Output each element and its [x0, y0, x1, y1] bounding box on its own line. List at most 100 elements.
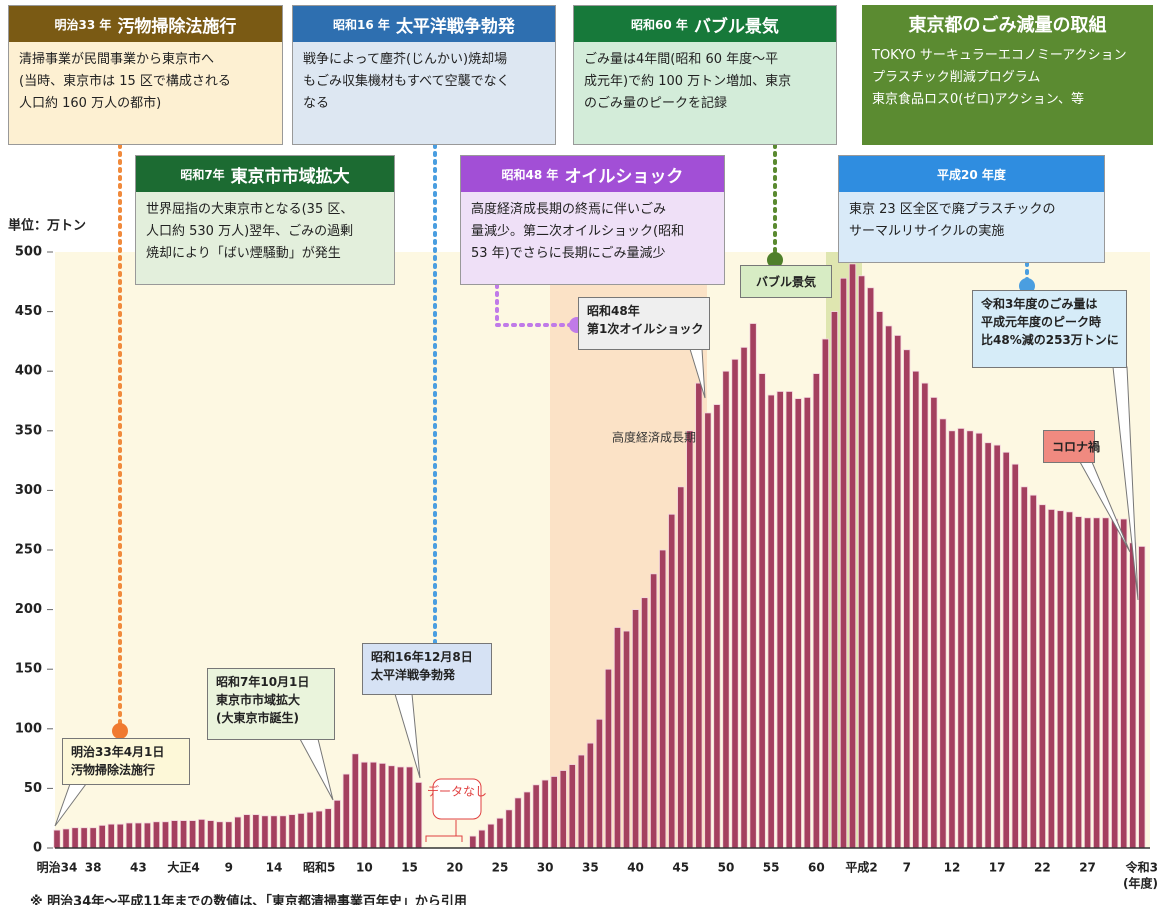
- bar: [812, 373, 820, 849]
- bar: [62, 828, 70, 849]
- bar: [134, 822, 142, 849]
- callout: コロナ禍: [1043, 430, 1101, 463]
- event-header: 昭和48 年オイルショック: [461, 156, 724, 192]
- x-tick-label: 令和3: [1125, 860, 1158, 875]
- event-line: 量減少。第二次オイルショック(昭和: [471, 224, 685, 239]
- bar: [179, 820, 188, 849]
- callout-line: 太平洋戦争勃発: [371, 668, 456, 682]
- bar: [1038, 504, 1046, 849]
- initiative-title: 東京都のごみ減量の取組: [908, 15, 1107, 36]
- event-title: バブル景気: [693, 16, 779, 37]
- bar: [360, 761, 368, 849]
- bar: [1029, 494, 1037, 849]
- x-tick-label: 27: [1079, 861, 1096, 875]
- x-tick-label: 17: [989, 861, 1006, 875]
- initiative-line: 東京食品ロス0(ゼロ)アクション、等: [872, 92, 1084, 107]
- x-tick-label: 14: [266, 861, 283, 875]
- event-line: なる: [303, 96, 330, 111]
- x-tick-label: 昭和5: [303, 860, 335, 875]
- bar: [125, 822, 133, 849]
- bar: [767, 394, 775, 849]
- callout-line: 明治33年4月1日: [71, 745, 165, 759]
- bar: [641, 597, 649, 849]
- callout-line: 平成元年度のピーク時: [981, 315, 1102, 329]
- bar: [198, 818, 206, 849]
- initiative-line: プラスチック削減プログラム: [872, 70, 1041, 85]
- bar: [315, 810, 323, 849]
- x-unit: (年度): [1123, 876, 1158, 891]
- x-tick-label: 明治34: [37, 860, 78, 875]
- x-tick-label: 35: [582, 861, 599, 875]
- bar: [396, 766, 405, 849]
- bar: [1102, 517, 1110, 849]
- event-line: 清掃事業が民間事業から東京市へ: [19, 52, 215, 67]
- bar: [631, 609, 640, 849]
- bar: [876, 311, 884, 849]
- bar: [369, 761, 378, 849]
- bar: [722, 370, 730, 849]
- callout: 昭和7年10月1日 東京市市域拡大 (大東京市誕生): [207, 668, 335, 740]
- bar: [1056, 510, 1065, 849]
- bar: [234, 816, 242, 849]
- event-line: 東京 23 区全区で廃プラスチックの: [849, 202, 1056, 217]
- no-data-bracket: [425, 820, 463, 842]
- bar: [839, 277, 848, 849]
- bar: [921, 382, 929, 849]
- bar: [912, 370, 920, 849]
- event-line: サーマルリサイクルの実施: [849, 224, 1005, 239]
- event-body: 清掃事業が民間事業から東京市へ (当時、東京市は 15 区で構成される 人口約 16…: [9, 42, 282, 122]
- x-tick-label: 55: [763, 861, 780, 875]
- callout-line: 第1次オイルショック: [587, 322, 704, 336]
- bar: [867, 287, 875, 849]
- bar: [487, 823, 495, 849]
- event-title: 東京市市域拡大: [230, 166, 350, 187]
- bar: [830, 311, 839, 849]
- event-line: 53 年)でさらに長期にごみ量減少: [471, 246, 666, 261]
- bar: [794, 398, 802, 849]
- event-line: 人口約 160 万人の都市): [19, 96, 162, 111]
- event-line: のごみ量のピークを記録: [584, 96, 728, 111]
- y-tick-label: 400: [15, 364, 42, 379]
- bar: [152, 821, 161, 849]
- bar: [523, 791, 531, 849]
- x-tick-label: 20: [446, 861, 463, 875]
- callout-line: バブル景気: [755, 275, 816, 289]
- event-box: 平成20 年度東京 23 区全区で廃プラスチックの サーマルリサイクルの実施: [838, 155, 1105, 263]
- x-tick-label: 7: [903, 861, 911, 875]
- bar: [98, 824, 106, 849]
- x-tick-label: 30: [537, 861, 554, 875]
- bar: [1047, 509, 1055, 849]
- event-line: 高度経済成長期の終焉に伴いごみ: [471, 202, 667, 217]
- x-tick-label: 12: [944, 861, 961, 875]
- bar: [885, 325, 893, 849]
- unit-label: 単位：万トン: [8, 218, 86, 234]
- callout-line: 比48%減の253万トンに: [981, 333, 1119, 347]
- callout: 明治33年4月1日 汚物掃除法施行: [62, 738, 190, 785]
- bar: [948, 430, 956, 849]
- event-box: 昭和48 年オイルショック高度経済成長期の終焉に伴いごみ量減少。第二次オイルショ…: [460, 155, 725, 285]
- bar: [514, 797, 522, 849]
- bar: [785, 391, 793, 849]
- bar: [342, 773, 350, 849]
- event-title: 汚物掃除法施行: [117, 16, 237, 37]
- bar: [405, 766, 414, 849]
- x-tick-label: 15: [401, 861, 418, 875]
- callout-line: コロナ禍: [1052, 440, 1101, 454]
- pointers: [54, 348, 1139, 827]
- event-date: 平成20 年度: [937, 167, 1006, 182]
- bar: [279, 815, 287, 849]
- bar: [1002, 451, 1010, 849]
- x-tick-label: 38: [85, 861, 102, 875]
- bar: [821, 338, 830, 849]
- event-box: 昭和7年 東京市市域拡大 世界屈指の大東京市となる(35 区、 人口約 530 万人)…: [135, 155, 395, 285]
- event-box: 昭和16 年太平洋戦争勃発 戦争によって塵芥(じんかい)焼却場 もごみ収集機材もすべ…: [292, 5, 556, 145]
- no-data-frame: [432, 778, 482, 820]
- bar: [848, 263, 857, 849]
- bar: [595, 718, 604, 849]
- event-body: 東京 23 区全区で廃プラスチックの サーマルリサイクルの実施: [839, 192, 1104, 250]
- bar: [170, 820, 179, 849]
- initiative-box: 東京都のごみ減量の取組 TOKYO サーキュラーエコノミーアクション プラスチック削…: [862, 5, 1153, 145]
- bar: [903, 349, 911, 849]
